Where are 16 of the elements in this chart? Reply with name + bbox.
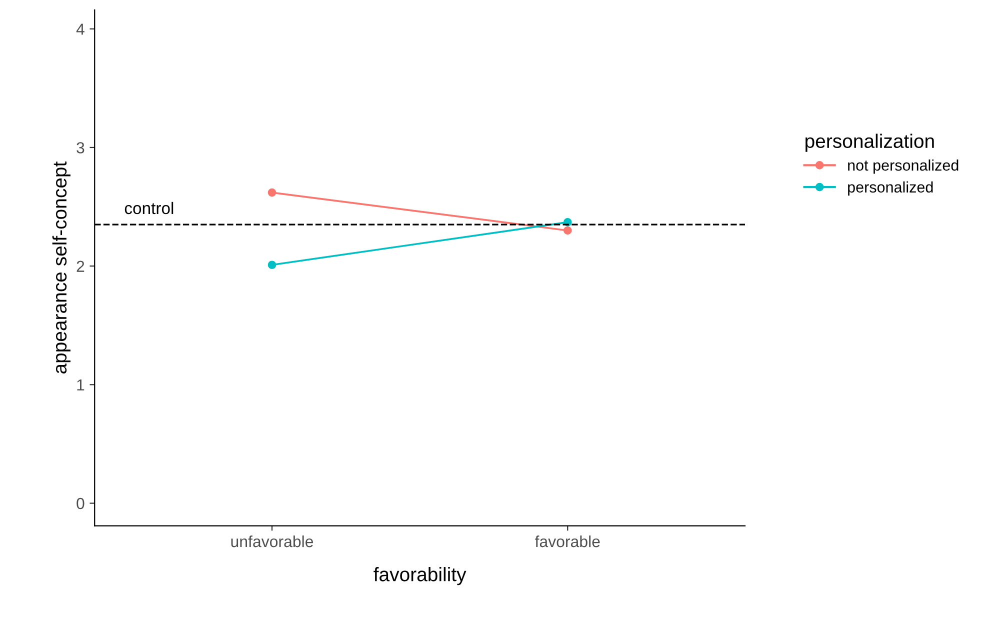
y-tick-label: 1 [77,379,84,390]
y-tick-label: 2 [76,260,84,272]
x-axis-title: favorability [374,567,466,586]
point [268,260,276,270]
x-tick-label: favorable [535,535,600,548]
ref-line-label: control [124,202,174,214]
y-tick-label: 3 [76,142,84,154]
y-tick-label: 4 [76,24,84,35]
legend-label: personalized [848,181,933,196]
legend-label: not personalized [848,159,958,174]
y-tick-label: 0 [76,498,84,510]
point [563,226,572,235]
point [268,188,276,197]
y-axis-title: appearance self-concept [52,162,70,374]
legend-title: personalization [806,134,934,152]
x-tick-label: unfavorable [231,535,314,548]
